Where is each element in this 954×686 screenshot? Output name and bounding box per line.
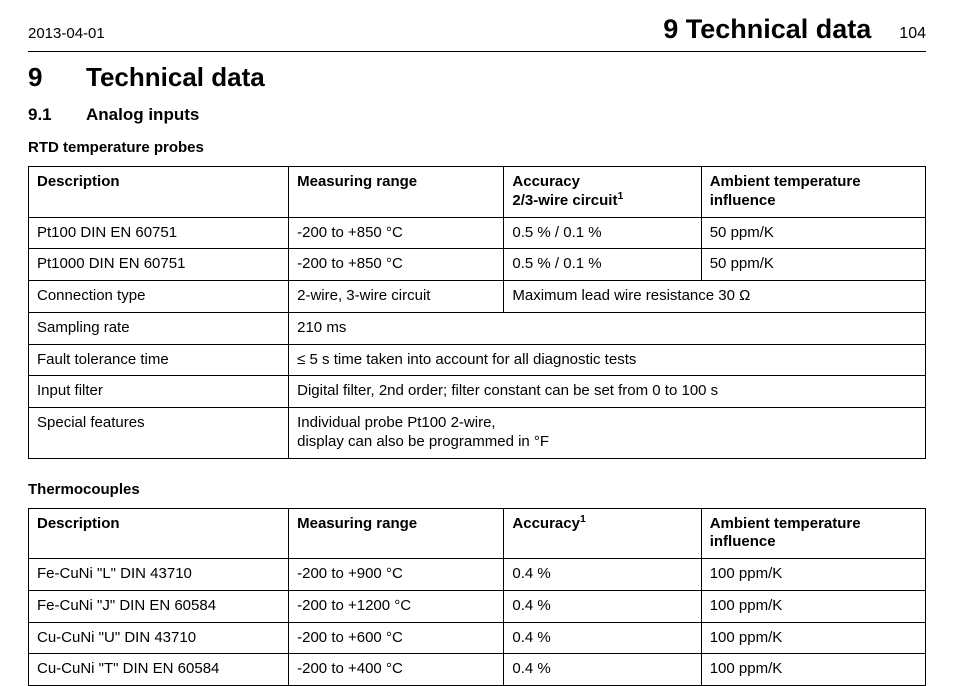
col-measuring-range: Measuring range (289, 508, 504, 559)
table-cell: 100 ppm/K (701, 622, 925, 654)
table-cell: 0.4 % (504, 654, 701, 686)
table-cell: 2-wire, 3-wire circuit (289, 281, 504, 313)
page-root: 2013-04-01 9 Technical data 104 9Technic… (0, 0, 954, 677)
header-title: 9 Technical data (663, 14, 871, 45)
table-cell: Input filter (29, 376, 289, 408)
col-accuracy-text: Accuracy (512, 515, 580, 532)
table-cell: 0.4 % (504, 622, 701, 654)
table-row: Fe-CuNi "J" DIN EN 60584-200 to +1200 °C… (29, 590, 926, 622)
thermocouple-table-body: Fe-CuNi "L" DIN 43710-200 to +900 °C0.4 … (29, 559, 926, 686)
section-number: 9.1 (28, 105, 86, 125)
page-header: 2013-04-01 9 Technical data 104 (28, 14, 926, 52)
header-right: 9 Technical data 104 (663, 14, 926, 45)
thermocouple-table: Description Measuring range Accuracy1 Am… (28, 508, 926, 686)
table-cell: -200 to +400 °C (289, 654, 504, 686)
rtd-table: Description Measuring range Accuracy 2/3… (28, 166, 926, 459)
footnote-ref: 1 (580, 513, 586, 525)
table-cell: 0.5 % / 0.1 % (504, 217, 701, 249)
col-accuracy-line2: 2/3-wire circuit (512, 192, 617, 209)
col-ambient-influence: Ambient temperature influence (701, 167, 925, 218)
header-date: 2013-04-01 (28, 25, 105, 42)
col-measuring-range: Measuring range (289, 167, 504, 218)
table-row: Pt1000 DIN EN 60751-200 to +850 °C0.5 % … (29, 249, 926, 281)
table-cell: Maximum lead wire resistance 30 Ω (504, 281, 926, 313)
table-cell: 50 ppm/K (701, 217, 925, 249)
chapter-title: Technical data (86, 62, 265, 92)
table-cell: -200 to +850 °C (289, 249, 504, 281)
col-ambient-influence: Ambient temperature influence (701, 508, 925, 559)
rtd-table-body: Pt100 DIN EN 60751-200 to +850 °C0.5 % /… (29, 217, 926, 458)
table-cell: ≤ 5 s time taken into account for all di… (289, 344, 926, 376)
col-accuracy: Accuracy 2/3-wire circuit1 (504, 167, 701, 218)
table-cell: Fe-CuNi "J" DIN EN 60584 (29, 590, 289, 622)
table-row: Input filterDigital filter, 2nd order; f… (29, 376, 926, 408)
table-cell: Sampling rate (29, 312, 289, 344)
table-row: Pt100 DIN EN 60751-200 to +850 °C0.5 % /… (29, 217, 926, 249)
table-cell: -200 to +850 °C (289, 217, 504, 249)
table-row: Special featuresIndividual probe Pt100 2… (29, 408, 926, 459)
table-cell: Individual probe Pt100 2-wire,display ca… (289, 408, 926, 459)
table-cell: Fe-CuNi "L" DIN 43710 (29, 559, 289, 591)
table2-caption: Thermocouples (28, 481, 926, 498)
table-header-row: Description Measuring range Accuracy 2/3… (29, 167, 926, 218)
table-cell: Cu-CuNi "T" DIN EN 60584 (29, 654, 289, 686)
table-row: Fault tolerance time≤ 5 s time taken int… (29, 344, 926, 376)
table-row: Connection type2-wire, 3-wire circuitMax… (29, 281, 926, 313)
header-page-number: 104 (899, 25, 926, 43)
table-cell: Special features (29, 408, 289, 459)
table-cell: 0.4 % (504, 559, 701, 591)
table-cell: Pt1000 DIN EN 60751 (29, 249, 289, 281)
table-cell: 210 ms (289, 312, 926, 344)
table-cell: 100 ppm/K (701, 559, 925, 591)
col-accuracy: Accuracy1 (504, 508, 701, 559)
col-description: Description (29, 167, 289, 218)
table-cell: Pt100 DIN EN 60751 (29, 217, 289, 249)
col-accuracy-line1: Accuracy (512, 173, 580, 190)
chapter-number: 9 (28, 62, 86, 93)
section-title: Analog inputs (86, 105, 199, 124)
table-cell: 0.4 % (504, 590, 701, 622)
table-row: Fe-CuNi "L" DIN 43710-200 to +900 °C0.4 … (29, 559, 926, 591)
table-cell: Fault tolerance time (29, 344, 289, 376)
table-cell: -200 to +900 °C (289, 559, 504, 591)
table-row: Sampling rate210 ms (29, 312, 926, 344)
table-row: Cu-CuNi "T" DIN EN 60584-200 to +400 °C0… (29, 654, 926, 686)
table1-caption: RTD temperature probes (28, 139, 926, 156)
table-cell: 50 ppm/K (701, 249, 925, 281)
table-cell: 100 ppm/K (701, 590, 925, 622)
chapter-heading: 9Technical data (28, 62, 926, 93)
footnote-ref: 1 (617, 190, 623, 202)
table-cell: 0.5 % / 0.1 % (504, 249, 701, 281)
table-row: Cu-CuNi "U" DIN 43710-200 to +600 °C0.4 … (29, 622, 926, 654)
col-description: Description (29, 508, 289, 559)
table-cell: -200 to +600 °C (289, 622, 504, 654)
table-cell: Cu-CuNi "U" DIN 43710 (29, 622, 289, 654)
section-heading: 9.1Analog inputs (28, 105, 926, 125)
table-cell: 100 ppm/K (701, 654, 925, 686)
table-cell: Digital filter, 2nd order; filter consta… (289, 376, 926, 408)
table-header-row: Description Measuring range Accuracy1 Am… (29, 508, 926, 559)
table-cell: Connection type (29, 281, 289, 313)
table-cell: -200 to +1200 °C (289, 590, 504, 622)
